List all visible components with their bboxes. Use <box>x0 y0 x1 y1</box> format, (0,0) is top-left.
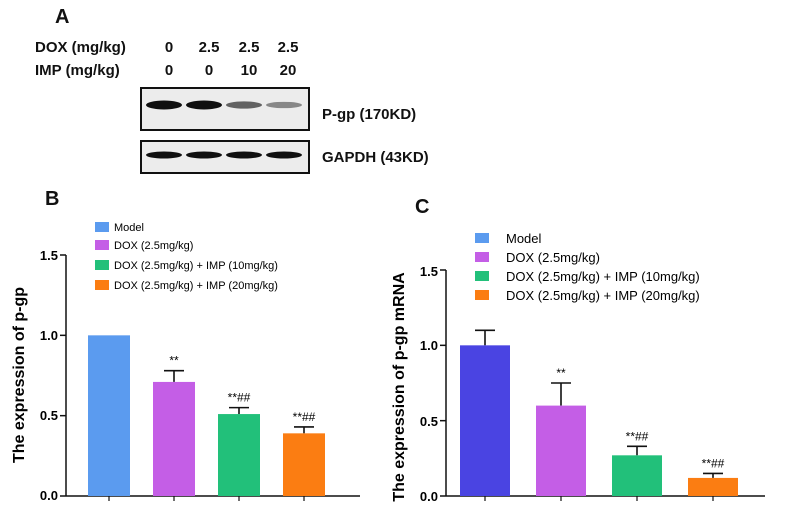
legend-c: Model DOX (2.5mg/kg) DOX (2.5mg/kg) + IM… <box>475 231 700 303</box>
legend-b-swatch-dox <box>95 240 109 250</box>
chart-b-bar-3 <box>283 433 325 496</box>
imp-dose-lane-4: 20 <box>279 62 297 79</box>
legend-b-swatch-model <box>95 222 109 232</box>
legend-b: Model DOX (2.5mg/kg) DOX (2.5mg/kg) + IM… <box>95 222 278 292</box>
legend-b-label-dox: DOX (2.5mg/kg) <box>114 240 193 252</box>
chart-c-bar-1 <box>536 405 586 496</box>
band-1-lane-1 <box>146 151 182 159</box>
pgp-band-label: P-gp (170KD) <box>322 106 417 123</box>
pgp-bands <box>146 100 302 110</box>
band-0-lane-3 <box>226 101 262 109</box>
panel-label-b: B <box>45 188 60 210</box>
imp-dose-lane-3: 10 <box>240 62 258 79</box>
legend-c-swatch-model <box>475 233 489 243</box>
y-tick-label-b-3: 1.5 <box>40 248 58 263</box>
chart-c-significance-2: **## <box>626 429 649 443</box>
dox-dose-lane-2: 2.5 <box>198 39 220 56</box>
y-tick-label-c-3: 1.5 <box>420 264 438 279</box>
dox-dose-lane-4: 2.5 <box>277 39 299 56</box>
chart-b-bar-1 <box>153 381 195 496</box>
band-0-lane-2 <box>186 100 222 110</box>
band-1-lane-3 <box>226 151 262 159</box>
chart-b-bar-2 <box>218 414 260 496</box>
y-tick-label-b-0: 0.0 <box>40 488 58 503</box>
chart-b-significance-1: ** <box>169 354 179 368</box>
y-tick-label-c-1: 0.5 <box>420 414 438 429</box>
chart-b-significance-2: **## <box>228 391 251 405</box>
legend-b-swatch-dox-imp10 <box>95 260 109 270</box>
legend-b-label-model: Model <box>114 222 144 234</box>
gapdh-bands <box>146 151 302 159</box>
legend-c-swatch-dox-imp10 <box>475 271 489 281</box>
pgp-blot <box>140 87 310 131</box>
imp-dose-lane-2: 0 <box>204 62 214 79</box>
chart-b-significance-3: **## <box>293 410 316 424</box>
imp-dose-label: IMP (mg/kg) <box>35 62 120 79</box>
dox-dose-lane-1: 0 <box>164 39 174 56</box>
y-tick-label-c-2: 1.0 <box>420 338 438 353</box>
y-tick-label-b-2: 1.0 <box>40 328 58 343</box>
chart-b: Model DOX (2.5mg/kg) DOX (2.5mg/kg) + IM… <box>11 222 360 503</box>
y-axis-label-b: The expression of p-gp <box>11 287 28 463</box>
gapdh-blot <box>140 140 310 174</box>
chart-c-significance-1: ** <box>556 366 566 380</box>
dox-dose-label: DOX (mg/kg) <box>35 39 126 56</box>
legend-c-label-model: Model <box>506 231 542 246</box>
chart-b-bar-0 <box>88 335 130 496</box>
legend-c-label-dox-imp20: DOX (2.5mg/kg) + IMP (20mg/kg) <box>506 288 700 303</box>
legend-c-swatch-dox <box>475 252 489 262</box>
band-1-lane-4 <box>266 151 302 159</box>
band-0-lane-4 <box>266 101 302 109</box>
legend-b-label-dox-imp20: DOX (2.5mg/kg) + IMP (20mg/kg) <box>114 280 278 292</box>
chart-c-bar-2 <box>612 455 662 496</box>
legend-b-label-dox-imp10: DOX (2.5mg/kg) + IMP (10mg/kg) <box>114 260 278 272</box>
y-tick-label-b-1: 0.5 <box>40 408 58 423</box>
y-axis-label-c: The expression of p-gp mRNA <box>391 272 408 502</box>
dox-dose-lane-3: 2.5 <box>238 39 260 56</box>
chart-c-significance-3: **## <box>702 456 725 470</box>
legend-c-label-dox: DOX (2.5mg/kg) <box>506 250 600 265</box>
imp-dose-lane-1: 0 <box>164 62 174 79</box>
chart-c-bar-3 <box>688 477 738 496</box>
legend-b-swatch-dox-imp20 <box>95 280 109 290</box>
legend-c-label-dox-imp10: DOX (2.5mg/kg) + IMP (10mg/kg) <box>506 269 700 284</box>
panel-label-c: C <box>415 196 430 218</box>
chart-c-bar-0 <box>460 345 510 496</box>
panel-label-a: A <box>55 6 70 28</box>
band-0-lane-1 <box>146 100 182 110</box>
gapdh-band-label: GAPDH (43KD) <box>322 149 429 166</box>
y-tick-label-c-0: 0.0 <box>420 489 438 504</box>
legend-c-swatch-dox-imp20 <box>475 290 489 300</box>
chart-c: Model DOX (2.5mg/kg) DOX (2.5mg/kg) + IM… <box>391 231 765 504</box>
band-1-lane-2 <box>186 151 222 159</box>
